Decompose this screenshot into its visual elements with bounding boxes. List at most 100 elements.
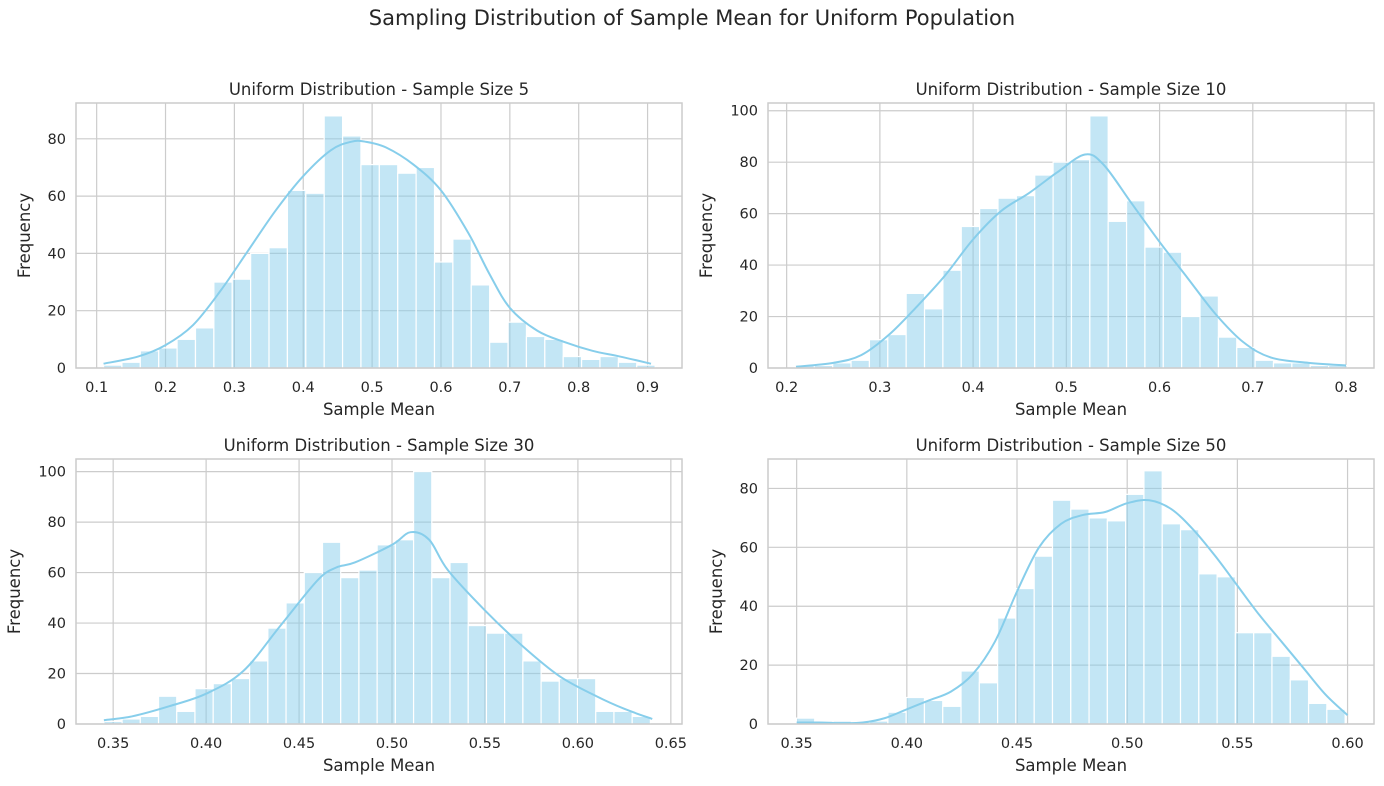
histogram-bar — [613, 710, 633, 725]
histogram-bar — [923, 699, 944, 725]
chart-panel-3: 0.35 0.40 0.45 0.50 0.55 0.60 0.65 0 20 40 60 80 100… — [5, 436, 687, 775]
kde-curve — [796, 498, 1349, 725]
histogram-bar — [595, 710, 615, 725]
histogram-bar — [415, 166, 436, 369]
x-tick-label: 0.45 — [283, 736, 315, 752]
y-tick-label: 40 — [740, 258, 758, 274]
y-tick-label: 0 — [57, 717, 66, 733]
histogram-bar — [470, 284, 491, 369]
histogram-bar — [268, 247, 289, 369]
x-tick-label: 0.3 — [223, 380, 246, 396]
histogram-bar — [394, 539, 415, 725]
histogram-bar — [1070, 508, 1090, 725]
y-tick-label: 40 — [48, 616, 66, 632]
y-tick-label: 80 — [48, 132, 66, 148]
histogram-bar — [1015, 587, 1035, 725]
histogram-bar — [1143, 470, 1163, 725]
y-tick-label: 80 — [740, 155, 758, 171]
histogram-bar — [1125, 493, 1145, 725]
histogram-bar — [1254, 359, 1275, 369]
panel-title: Uniform Distribution - Sample Size 30 — [224, 436, 535, 455]
histogram-bar — [1217, 336, 1238, 369]
histogram-bar — [157, 695, 178, 725]
x-tick-label: 0.1 — [85, 380, 108, 396]
histogram-bar — [997, 197, 1017, 369]
histogram-bar — [978, 682, 999, 725]
histogram-bar — [1198, 573, 1218, 725]
histogram-bar — [431, 577, 451, 725]
histogram-bar — [1253, 632, 1273, 725]
histogram-bar — [250, 252, 270, 369]
panel-title: Uniform Distribution - Sample Size 5 — [229, 80, 529, 99]
chart-panel-4: 0.35 0.40 0.45 0.50 0.55 0.60 0 20 40 60 80 Uniform… — [707, 436, 1375, 775]
y-tick-label: 60 — [48, 189, 66, 205]
histogram-bar — [887, 333, 907, 369]
y-tick-label: 80 — [740, 481, 758, 497]
histogram-bar — [341, 135, 362, 369]
histogram-bar — [449, 561, 469, 725]
histogram-bar — [850, 359, 871, 369]
histogram-bar — [1015, 195, 1036, 369]
histogram-bar — [286, 189, 307, 369]
histogram-bar — [230, 677, 251, 725]
histogram-bar — [544, 338, 564, 369]
x-tick-label: 0.50 — [376, 736, 408, 752]
y-tick-label: 40 — [48, 246, 66, 262]
x-tick-label: 0.50 — [1111, 736, 1143, 752]
x-tick-label: 0.35 — [780, 736, 812, 752]
histogram-bar — [121, 718, 141, 725]
histogram-bar — [1234, 632, 1255, 725]
x-tick-label: 0.8 — [567, 380, 590, 396]
figure-title: Sampling Distribution of Sample Mean for… — [368, 6, 1016, 30]
x-tick-label: 0.6 — [429, 380, 452, 396]
histogram-bar — [467, 624, 488, 725]
histogram-bar — [231, 278, 252, 369]
histogram-bar — [489, 341, 509, 369]
y-tick-label: 0 — [749, 361, 758, 377]
x-tick-label: 0.2 — [154, 380, 177, 396]
histogram-bar — [942, 705, 962, 725]
histogram-bar — [1162, 251, 1183, 369]
histogram-bar — [1089, 115, 1109, 369]
histogram-bar — [522, 660, 542, 725]
x-tick-label: 0.5 — [1055, 380, 1078, 396]
histogram-bar — [1034, 174, 1054, 369]
histogram-bar — [504, 632, 524, 725]
histogram-bar — [1179, 529, 1200, 725]
x-tick-label: 0.7 — [1241, 380, 1264, 396]
histogram-bar — [267, 627, 287, 725]
x-tick-label: 0.8 — [1334, 380, 1357, 396]
histogram-bar — [923, 308, 944, 369]
histogram-bar — [1144, 246, 1164, 369]
histogram-bar — [176, 710, 196, 725]
y-tick-label: 20 — [740, 658, 758, 674]
x-tick-label: 0.55 — [1221, 736, 1253, 752]
y-tick-label: 60 — [740, 540, 758, 556]
histogram-bar — [960, 225, 981, 369]
histogram-bar — [249, 660, 269, 725]
histogram-bar — [452, 238, 472, 369]
histogram-bar — [1070, 159, 1091, 369]
histogram-bar — [397, 172, 417, 369]
x-tick-label: 0.45 — [1001, 736, 1033, 752]
y-tick-label: 100 — [38, 465, 66, 481]
histogram-bar — [1125, 200, 1146, 369]
x-tick-label: 0.4 — [962, 380, 985, 396]
x-tick-label: 0.2 — [775, 380, 798, 396]
histogram-bar — [942, 269, 962, 369]
histogram-bar — [1033, 555, 1054, 725]
x-tick-label: 0.3 — [868, 380, 891, 396]
histogram-bar — [1106, 520, 1127, 725]
histogram-bar — [525, 335, 546, 369]
histogram-bar — [580, 358, 601, 369]
x-tick-label: 0.35 — [97, 736, 129, 752]
histogram-bar — [303, 571, 324, 725]
x-tick-label: 0.65 — [655, 736, 687, 752]
axes-frame — [767, 102, 1375, 369]
y-tick-label: 40 — [740, 599, 758, 615]
x-tick-label: 0.60 — [1331, 736, 1363, 752]
y-axis-label: Frequency — [5, 549, 24, 634]
panel-title: Uniform Distribution - Sample Size 10 — [916, 80, 1227, 99]
x-tick-label: 0.7 — [498, 380, 521, 396]
